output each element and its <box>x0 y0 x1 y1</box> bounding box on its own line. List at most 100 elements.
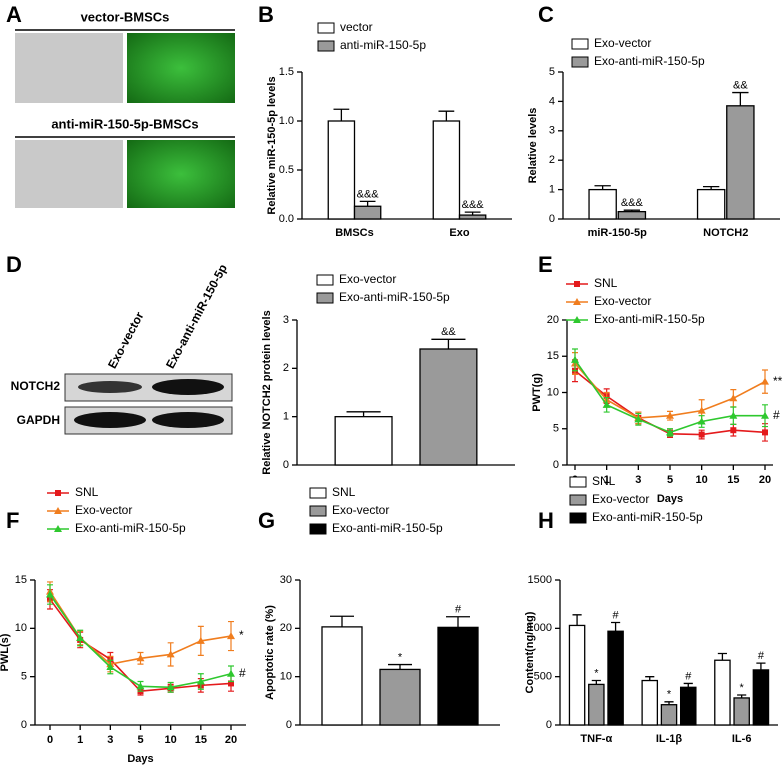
bar <box>641 679 659 726</box>
legend-swatch <box>316 274 334 286</box>
x-tick-label: NOTCH2 <box>703 227 748 239</box>
significance-label: * <box>740 682 745 694</box>
x-tick-label: 20 <box>225 734 237 746</box>
bar <box>588 683 605 726</box>
image-title: vector-BMSCs <box>81 9 170 24</box>
error-bar <box>664 701 674 705</box>
bar <box>714 659 731 726</box>
bar <box>660 704 678 726</box>
point <box>166 650 175 658</box>
y-axis-label: Relative miR-150-5p levels <box>266 76 278 214</box>
point <box>196 636 205 644</box>
legend-label: Exo-vector <box>594 294 651 308</box>
error-bar <box>346 411 381 417</box>
blot-column-label: Exo-anti-miR-150-5p <box>163 262 230 371</box>
panel-label: C <box>538 2 554 27</box>
significance-label: # <box>685 670 692 682</box>
significance-label: * <box>239 628 244 642</box>
legend-swatch <box>571 56 589 68</box>
blot-row-label: GAPDH <box>17 413 60 427</box>
point <box>136 654 145 662</box>
legend-swatch <box>317 22 335 34</box>
error-bar <box>330 615 354 627</box>
y-tick-label: 1.5 <box>279 66 294 78</box>
blot-band <box>152 379 224 395</box>
legend-label: SNL <box>332 485 356 499</box>
y-tick-label: 5 <box>21 671 27 683</box>
y-tick-label: 1.0 <box>279 115 294 127</box>
significance-label: # <box>758 650 765 662</box>
significance-label: * <box>398 651 403 663</box>
error-bar <box>645 676 655 681</box>
y-tick-label: 0 <box>549 213 555 225</box>
y-tick-label: 0 <box>286 719 292 731</box>
blot-band <box>152 412 224 428</box>
bar <box>726 105 755 220</box>
error-bar <box>683 682 693 688</box>
y-tick-label: 0 <box>553 459 559 471</box>
y-tick-label: 1500 <box>528 574 552 586</box>
legend-swatch <box>317 40 335 52</box>
legend-label: SNL <box>594 276 618 290</box>
bar <box>733 697 750 726</box>
x-axis-label: Days <box>127 753 153 765</box>
legend-label: Exo-vector <box>594 36 651 50</box>
y-tick-label: 0.5 <box>279 164 294 176</box>
bar <box>327 120 356 220</box>
error-bar <box>591 679 601 685</box>
point <box>697 417 706 425</box>
y-tick-label: 0 <box>546 719 552 731</box>
x-tick-label: 3 <box>107 734 113 746</box>
point <box>196 677 205 685</box>
blot-band <box>78 381 142 393</box>
blot-row-label: NOTCH2 <box>11 379 61 393</box>
error-bar <box>623 209 641 212</box>
x-tick-label: 1 <box>604 474 610 486</box>
y-tick-label: 0.0 <box>279 213 294 225</box>
x-tick-label: 20 <box>759 474 771 486</box>
legend-label: Exo-anti-miR-150-5p <box>332 521 443 535</box>
blot-column-label: Exo-vector <box>105 309 147 371</box>
legend-swatch <box>569 476 587 488</box>
point <box>602 400 611 408</box>
y-tick-label: 10 <box>15 622 27 634</box>
point <box>571 355 579 363</box>
significance-label: && <box>441 326 456 338</box>
y-tick-label: 20 <box>280 622 292 634</box>
y-tick-label: 0 <box>21 719 27 731</box>
point <box>698 431 705 438</box>
error-bar <box>717 652 727 661</box>
y-axis-label: PWT(g) <box>531 373 543 412</box>
point <box>574 281 580 287</box>
point <box>697 406 706 414</box>
legend-label: Exo-anti-miR-150-5p <box>594 312 705 326</box>
point <box>227 632 235 640</box>
x-tick-label: 5 <box>137 734 143 746</box>
y-tick-label: 0 <box>283 459 289 471</box>
point <box>761 377 769 385</box>
image-title: anti-miR-150-5p-BMSCs <box>51 116 198 131</box>
legend-swatch <box>309 505 327 517</box>
point <box>46 590 54 598</box>
x-tick-label: IL-6 <box>732 733 752 745</box>
panel-label: F <box>6 508 19 533</box>
point <box>634 415 643 423</box>
y-tick-label: 10 <box>547 386 559 398</box>
y-tick-label: 2 <box>283 362 289 374</box>
y-tick-label: 15 <box>15 574 27 586</box>
legend-swatch <box>569 512 587 524</box>
legend-label: Exo-vector <box>592 492 649 506</box>
y-axis-label: Apoptotic rate (%) <box>264 605 276 700</box>
panel-label: H <box>538 508 554 533</box>
legend-swatch <box>316 292 334 304</box>
legend-label: Exo-anti-miR-150-5p <box>592 510 703 524</box>
bar <box>437 626 479 726</box>
point <box>55 490 61 496</box>
error-bar <box>702 186 720 190</box>
point <box>666 428 674 436</box>
bar <box>419 348 478 466</box>
significance-label: &&& <box>462 199 485 211</box>
x-tick-label: 3 <box>635 474 641 486</box>
error-bar <box>431 338 466 349</box>
panel-label: A <box>6 2 22 27</box>
